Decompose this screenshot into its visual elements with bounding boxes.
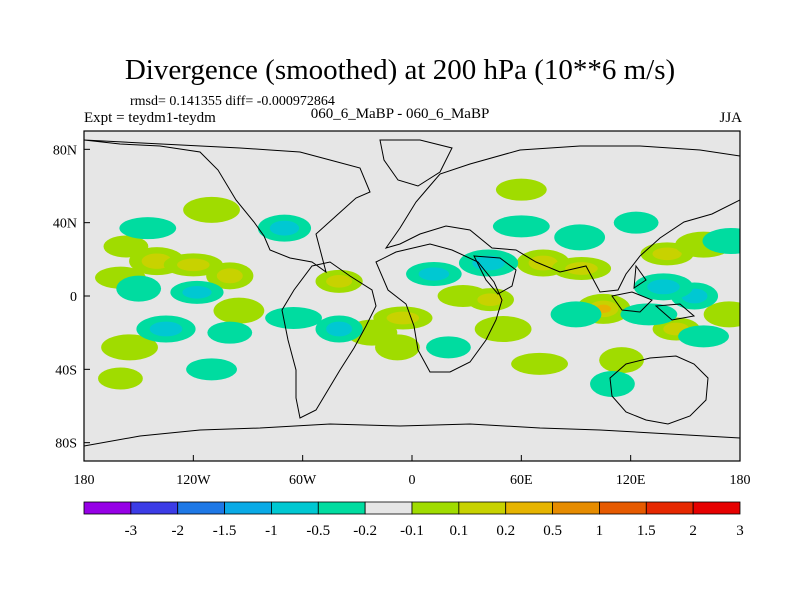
colorbar-swatch — [552, 501, 600, 515]
anomaly-region-core — [149, 321, 183, 337]
anomaly-region — [474, 316, 532, 342]
coastline-africa — [375, 243, 503, 373]
anomaly-region — [678, 325, 729, 348]
coastline-north-america — [84, 139, 371, 274]
chart-title: Divergence (smoothed) at 200 hPa (10**6 … — [124, 54, 676, 86]
anomaly-region — [492, 215, 550, 238]
colorbar-label: -1 — [265, 523, 278, 539]
x-tick-label: 60W — [289, 473, 317, 488]
x-tick-label: 180 — [730, 473, 751, 488]
anomaly-region — [550, 301, 602, 328]
anomaly-region-core — [326, 275, 353, 288]
anomaly-region-core — [216, 268, 243, 284]
colorbar-swatch — [364, 501, 413, 515]
anomaly-region-core — [472, 255, 505, 271]
anomaly-region — [116, 275, 162, 302]
colorbar-swatch — [458, 501, 507, 515]
colorbar-label: 2 — [689, 523, 697, 539]
anomaly-region — [590, 371, 635, 397]
anomaly-region — [98, 367, 143, 390]
colorbar-swatch — [599, 501, 647, 515]
colorbar-label: -2 — [171, 523, 184, 539]
coastline-australia — [609, 355, 709, 425]
anomaly-region — [613, 211, 659, 234]
coastline-greenland — [379, 139, 453, 187]
anomaly-region-core — [647, 279, 680, 295]
anomaly-region — [702, 228, 740, 254]
colorbar-label: 0.2 — [496, 523, 515, 539]
anomaly-region — [599, 347, 644, 374]
colorbar-swatch — [692, 501, 741, 515]
colorbar-label: 3 — [736, 523, 744, 539]
coastline-maritime-islands — [611, 264, 696, 321]
x-tick-label: 120W — [176, 473, 211, 488]
colorbar-label: -1.5 — [213, 523, 237, 539]
anomaly-region — [703, 301, 740, 328]
anomaly-region-core — [477, 293, 504, 306]
anomaly-region — [511, 352, 568, 375]
anomaly-region — [207, 321, 253, 344]
y-tick-label: 40N — [53, 217, 77, 232]
anomaly-region — [101, 334, 158, 361]
colorbar-label: -0.5 — [306, 523, 330, 539]
anomaly-region — [620, 303, 678, 326]
colorbar-swatch — [130, 501, 179, 515]
anomaly-region-core — [528, 255, 558, 271]
anomaly-region-core — [418, 267, 450, 281]
y-tick-label: 40S — [55, 363, 77, 378]
colorbar: -3 -2 -1.5 -1 -0.5 -0.2 -0.1 0.1 0.2 0.5 1 1.5 2 3 — [83, 501, 744, 539]
x-tick-label: 0 — [409, 473, 416, 488]
colorbar-label: 1 — [596, 523, 604, 539]
anomaly-region — [265, 307, 322, 329]
x-tick-label: 120E — [616, 473, 646, 488]
colorbar-swatch — [177, 501, 225, 515]
y-tick-label: 80S — [55, 437, 77, 452]
anomaly-region — [375, 334, 420, 361]
anomaly-region — [119, 217, 177, 240]
anomaly-region-core — [652, 247, 682, 261]
axis-ticks: 180 120W 60W 0 60E 120E 180 80N 40N 0 40S 80S — [53, 143, 751, 488]
colorbar-label: 1.5 — [637, 523, 656, 539]
anomaly-region-core — [182, 286, 212, 299]
x-tick-label: 180 — [74, 473, 95, 488]
colorbar-label: 0.1 — [449, 523, 468, 539]
anomaly-region-core — [386, 311, 420, 325]
anomaly-region — [554, 224, 606, 251]
stats-text: rmsd= 0.141355 diff= -0.000972864 — [130, 94, 335, 109]
anomaly-region — [495, 178, 547, 201]
anomaly-region-core — [177, 258, 210, 272]
anomaly-region-core — [565, 262, 598, 275]
coastline-arabia — [473, 255, 517, 295]
y-tick-label: 0 — [70, 290, 77, 305]
colorbar-label: -3 — [125, 523, 138, 539]
anomaly-region-core — [269, 220, 300, 236]
coastline-south-america — [281, 261, 377, 419]
colorbar-swatch — [645, 501, 694, 515]
colorbar-swatch — [317, 501, 366, 515]
coastline-layer — [84, 139, 740, 447]
colorbar-label: -0.2 — [353, 523, 377, 539]
colorbar-swatch — [224, 501, 272, 515]
y-tick-label: 80N — [53, 143, 77, 158]
colorbar-swatch — [83, 501, 132, 515]
anomaly-region — [186, 358, 237, 381]
experiment-label: Expt = teydm1-teydm — [84, 110, 216, 126]
colorbar-swatch — [505, 501, 553, 515]
coastline-eurasia — [384, 145, 740, 293]
anomaly-region — [213, 297, 265, 324]
colorbar-swatch — [271, 501, 319, 515]
coastline-antarctica — [84, 423, 740, 447]
colorbar-swatch — [411, 501, 460, 515]
season-label: JJA — [719, 110, 742, 126]
anomaly-fills — [95, 178, 740, 397]
colorbar-label: -0.1 — [400, 523, 424, 539]
colorbar-label: 0.5 — [543, 523, 562, 539]
anomaly-region — [183, 196, 240, 223]
anomaly-region — [426, 336, 471, 359]
case-label: 060_6_MaBP - 060_6_MaBP — [310, 106, 490, 122]
anomaly-region-core — [326, 321, 353, 337]
x-tick-label: 60E — [510, 473, 533, 488]
